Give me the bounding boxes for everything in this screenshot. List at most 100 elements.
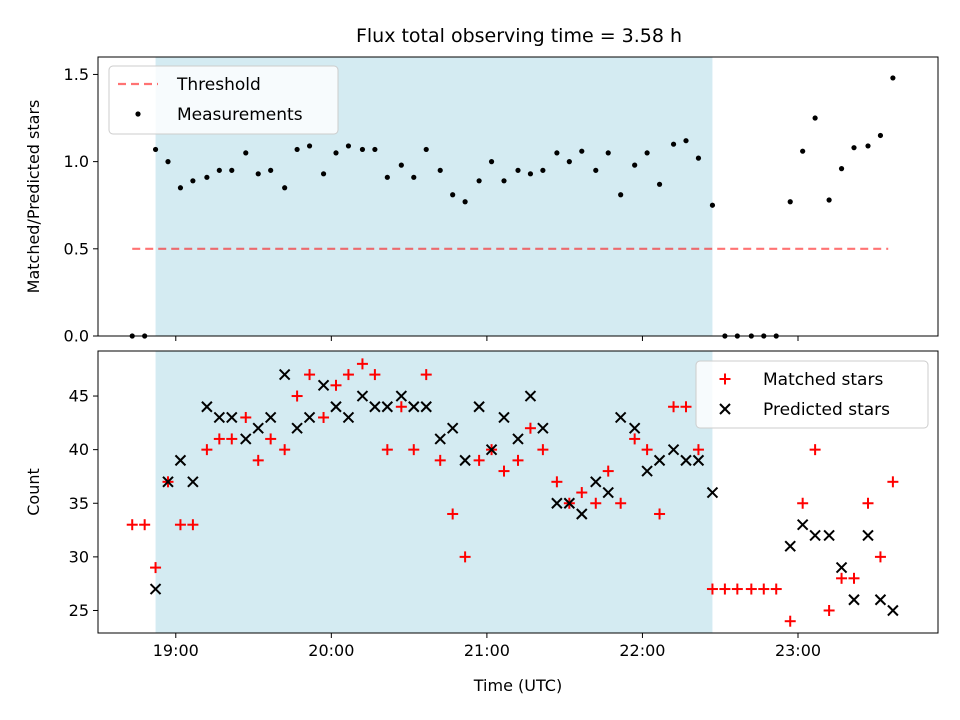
predicted-star-point [226, 411, 238, 424]
matched-star-point [447, 508, 459, 520]
predicted-star-point [809, 529, 821, 542]
x-tick-label: 22:00 [619, 641, 665, 660]
matched-star-point [498, 465, 510, 477]
measurement-point [501, 178, 507, 184]
measurement-point [423, 146, 429, 153]
measurement-point [877, 132, 884, 139]
legend-matched-swatch [719, 373, 731, 385]
cross-b [226, 411, 238, 424]
matched-star-point [731, 583, 743, 595]
predicted-star-point [434, 433, 446, 445]
legend-predicted-label: Predicted stars [763, 400, 890, 420]
matched-star-point [654, 508, 666, 520]
matched-star-point [408, 444, 420, 456]
matched-star-point [213, 433, 225, 445]
matched-star-point [887, 476, 899, 488]
legend-predicted-swatch [719, 403, 731, 415]
y-tick-label: 30 [69, 547, 89, 566]
predicted-star-point [680, 454, 692, 467]
cross-b [291, 422, 303, 434]
matched-star-point [668, 401, 680, 413]
y-tick-label: 45 [69, 387, 89, 406]
cross-b [706, 486, 719, 499]
predicted-star-point [796, 518, 809, 531]
matched-star-point [576, 487, 588, 499]
y-axis-label: Count [24, 468, 43, 516]
predicted-star-point [408, 401, 420, 413]
measurement-point [294, 146, 300, 153]
matched-star-point [524, 422, 536, 434]
measurement-point [865, 143, 871, 149]
predicted-star-point [342, 411, 355, 424]
measurement-point [812, 115, 818, 121]
matched-star-point [680, 401, 692, 413]
cross-b [162, 476, 174, 488]
measurement-point [462, 199, 468, 205]
matched-star-point [240, 411, 252, 423]
matched-star-point [836, 572, 848, 584]
cross-b [590, 476, 602, 488]
measurement-point [632, 162, 638, 168]
matched-star-point [369, 369, 381, 381]
cross-b [252, 422, 264, 434]
cross-b [680, 454, 692, 467]
measurement-point [243, 150, 249, 156]
cross-b [342, 411, 355, 424]
predicted-star-point [512, 433, 524, 445]
predicted-star-point [330, 401, 342, 413]
predicted-star-point [602, 486, 614, 499]
cross-b [408, 401, 420, 413]
cross-b [485, 443, 498, 456]
predicted-star-point [201, 401, 213, 413]
cross-b [809, 529, 821, 542]
measurement-point [255, 171, 261, 177]
predicted-star-point [563, 497, 576, 509]
matched-star-point [420, 369, 432, 381]
predicted-star-point [187, 476, 199, 488]
cross-b [848, 594, 860, 606]
y-tick-label: 40 [69, 440, 89, 459]
predicted-star-point [381, 401, 394, 413]
cross-b [317, 379, 330, 392]
matched-star-point [342, 369, 354, 381]
measurement-point [838, 166, 845, 172]
cross-b [459, 454, 471, 467]
cross-b [434, 433, 446, 445]
predicted-star-point [653, 454, 666, 467]
predicted-star-point [551, 497, 563, 509]
measurement-point [282, 185, 288, 191]
matched-star-point [381, 444, 393, 456]
legend-measurement-label: Measurements [177, 105, 303, 125]
predicted-star-point [887, 604, 899, 617]
matched-star-point [629, 433, 641, 445]
cross-b [498, 411, 510, 424]
legend-matched-label: Matched stars [763, 370, 883, 390]
matched-star-point [356, 358, 368, 370]
matched-star-point [318, 411, 330, 423]
bottom-panel: 25 30 35 40 45 19:00 20:00 21:00 22:00 23:00 Count… [24, 350, 939, 695]
matched-star-point [551, 476, 563, 488]
y-tick-label: 1.0 [64, 152, 89, 171]
matched-star-point [330, 379, 342, 391]
matched-star-point [874, 551, 886, 563]
predicted-star-point [848, 594, 860, 606]
predicted-star-point [862, 529, 874, 542]
cross-b [667, 443, 680, 456]
matched-star-point [692, 444, 704, 456]
matched-star-point [252, 454, 264, 466]
measurement-point [152, 146, 159, 153]
predicted-star-point [473, 401, 485, 413]
top-legend: Threshold Measurements [108, 65, 339, 135]
measurement-point [411, 174, 417, 180]
matched-star-point [473, 454, 485, 466]
matched-star-point [784, 615, 796, 627]
predicted-star-point [692, 454, 705, 467]
cross-b [369, 401, 381, 413]
measurement-point [450, 192, 456, 198]
predicted-star-point [240, 433, 252, 445]
measurement-point [644, 150, 650, 156]
measurement-point [656, 181, 663, 187]
predicted-star-point [356, 390, 369, 402]
cross-b [887, 604, 899, 617]
